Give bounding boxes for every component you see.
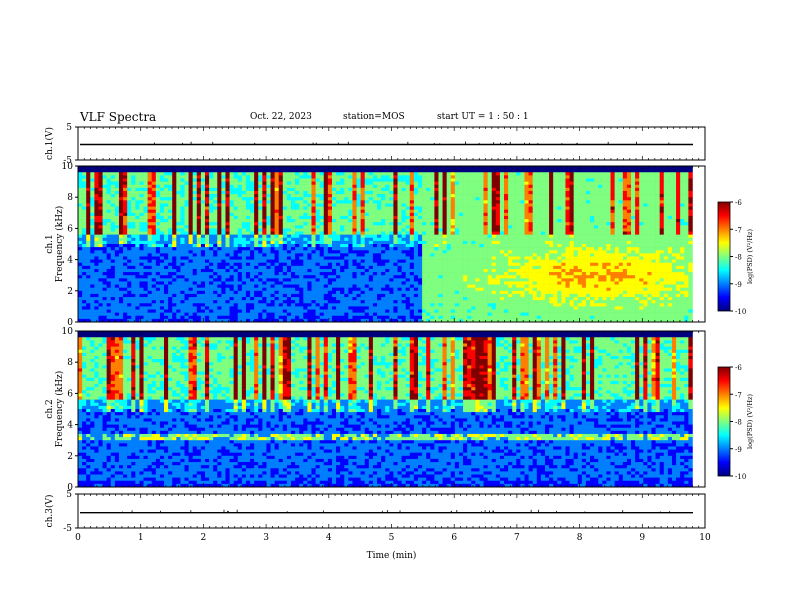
ch3v-ytick-label: 5: [66, 490, 72, 500]
ch2-ytick-label: 6: [67, 389, 73, 399]
ch1v-xticks: [77, 127, 706, 160]
ch2-colorbar-tick-label: -9: [735, 446, 742, 454]
ch1-ytick-label: 10: [62, 162, 74, 172]
ch2-colorbar-tick-label: -7: [735, 391, 742, 399]
station-label: station=MOS: [343, 112, 405, 122]
ch3v-ytick-label: -5: [63, 524, 72, 534]
ch1-ylabel: Frequency (kHz): [54, 206, 65, 283]
x-tick-label: 6: [451, 533, 457, 543]
ch2-ytick-label: 8: [67, 358, 73, 368]
ch2-colorbar-tick-label: -6: [735, 364, 742, 372]
ch1-colorbar-tick-label: -9: [735, 281, 742, 289]
x-tick-label: 8: [577, 533, 583, 543]
start-ut-label: start UT = 1 : 50 : 1: [437, 112, 529, 122]
ch2-colorbar-tick-label: -10: [735, 473, 746, 481]
x-tick-label: 9: [639, 533, 645, 543]
ch1-colorbar: -10 -9 -8 -7 -6 log(PSD) (V²/Hz): [717, 199, 754, 316]
ch1-colorbar-scale: [717, 201, 731, 312]
ch2-ytick-label: 10: [62, 327, 74, 337]
chart-title: VLF Spectra: [80, 110, 157, 124]
ch1-colorbar-tick-label: -10: [735, 308, 746, 316]
x-tick-label: 4: [326, 533, 332, 543]
ch2-ytick-label: 0: [67, 483, 73, 493]
ch3v-frame: [77, 493, 706, 529]
ch2-ylabel: Frequency (kHz): [54, 371, 65, 448]
x-tick-label: 10: [699, 533, 711, 543]
ch1-ytick-label: 8: [67, 193, 73, 203]
ch1v-frame: [77, 126, 706, 161]
ch2-colorbar-label: log(PSD) (V²/Hz): [746, 394, 754, 449]
x-tick-label: 3: [263, 533, 269, 543]
ch2-xticks: [77, 331, 706, 487]
ch1-spectrogram: 0 2 4 6 8 10 ch.1 Frequency (kHz): [45, 162, 706, 328]
ch1-ylabel: ch.1: [45, 234, 55, 253]
ch2-spectrogram: 0 2 4 6 8 10 ch.2 Frequency (kHz): [45, 327, 706, 493]
ch1-colorbar-tick-label: -8: [735, 254, 742, 262]
ch1-ytick-label: 6: [67, 224, 73, 234]
ch1-ytick-label: 0: [67, 318, 73, 328]
x-tick-label: 7: [514, 533, 520, 543]
ch1-colorbar-label: log(PSD) (V²/Hz): [746, 229, 754, 284]
ch2-colorbar-scale: [717, 366, 731, 477]
ch2-colorbar: -10 -9 -8 -7 -6 log(PSD) (V²/Hz): [717, 364, 754, 481]
ch1-colorbar-tick-label: -6: [735, 199, 742, 207]
ch2-ytick-label: 2: [67, 452, 73, 462]
x-tick-label: 1: [138, 533, 144, 543]
ch1v-ytick-label: -5: [63, 156, 72, 166]
ch1v-ylabel: ch.1(V): [44, 127, 55, 160]
ch2-ytick-label: 4: [67, 421, 73, 431]
ch2-colorbar-tick-label: -8: [735, 419, 742, 427]
ch3v-ylabel: ch.3(V): [44, 495, 55, 528]
x-tick-label: 0: [75, 533, 81, 543]
x-tick-label: 2: [201, 533, 207, 543]
ch1v-panel: 5 -5 ch.1(V): [44, 123, 706, 166]
x-axis-label: Time (min): [367, 550, 417, 561]
ch1v-ytick-label: 5: [66, 123, 72, 133]
ch1-ytick-label: 2: [67, 287, 73, 297]
ch1-colorbar-tick-label: -7: [735, 226, 742, 234]
ch2-ylabel: ch.2: [45, 399, 55, 418]
ch1-ytick-label: 4: [67, 256, 73, 266]
ch1-xticks: [77, 166, 706, 322]
ch3v-panel: 5 -5 ch.3(V): [44, 490, 706, 534]
ch3v-xticks: 0 1 2 3 4 5 6 7 8 9 10: [75, 494, 711, 543]
x-tick-label: 5: [389, 533, 395, 543]
date-label: Oct. 22, 2023: [250, 112, 312, 122]
